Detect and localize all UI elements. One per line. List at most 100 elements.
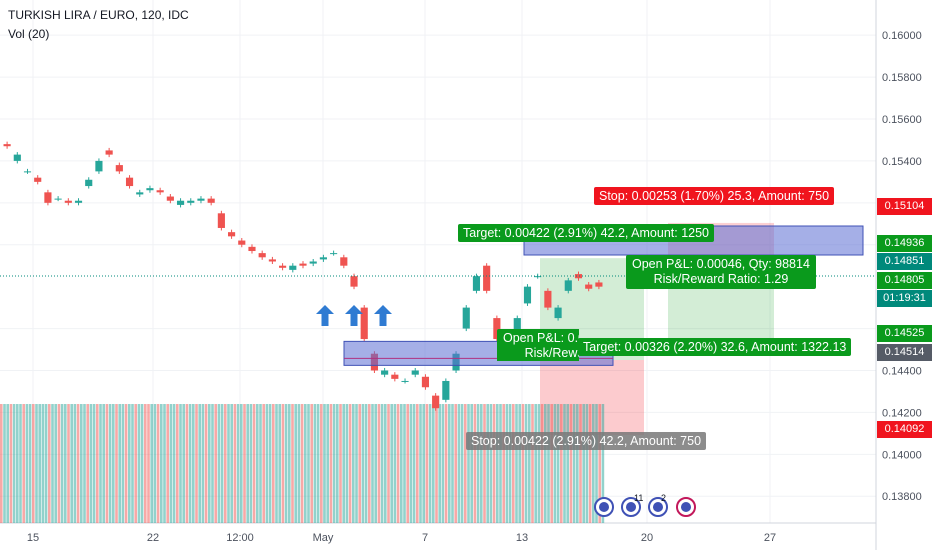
candle-body [13,154,21,161]
x-tick-label: 13 [516,532,528,544]
y-tick-label: 0.15800 [882,72,922,84]
volume-bar [76,404,80,523]
volume-bar [492,404,496,523]
position2-rr-text: Risk/Reward Ratio: 1.29 [653,272,789,286]
volume-bar [28,404,32,523]
volume-bar [537,404,541,523]
position2-target-label[interactable]: Target: 0.00326 (2.20%) 32.6, Amount: 13… [578,338,852,356]
volume-bar [473,404,477,523]
economic-event-flag-icon [653,502,663,512]
volume-bar [361,404,365,523]
volume-bar [25,404,29,523]
candle-body [64,200,72,203]
volume-bar [211,404,214,523]
volume-bar [112,404,115,523]
volume-bar [19,404,22,523]
candle-body [523,286,532,304]
up-arrow-icon [345,305,363,326]
volume-bar [86,404,89,523]
symbol-title[interactable]: TURKISH LIRA / EURO, 120, IDC [8,8,189,22]
volume-bar [140,404,144,523]
volume-bar [102,404,105,523]
volume-bar [505,404,509,523]
volume-bar [476,404,480,523]
price-tag-current: 0.14851 [877,253,932,270]
volume-bar [163,404,166,523]
volume-bar [198,404,201,523]
volume-bar [544,404,547,523]
y-tick-label: 0.14000 [882,449,922,461]
volume-bar [294,404,297,523]
volume-bar [134,404,137,523]
candle-body [411,370,419,375]
candle-body [483,265,491,291]
volume-bar [377,404,381,523]
volume-bar [89,404,93,523]
volume-bar [598,404,601,523]
volume-bar [281,404,285,523]
volume-bar [124,404,128,523]
position2-stop-label[interactable]: Stop: 0.00253 (1.70%) 25.3, Amount: 750 [594,187,835,205]
event-count-label: 11 [634,493,643,503]
volume-bar [217,404,221,523]
volume-bar [220,404,224,523]
volume-bar [368,404,371,523]
candle-body [391,374,399,379]
candle-body [595,282,603,287]
volume-bar [464,404,467,523]
volume-bar [144,404,147,523]
volume-bar [236,404,240,523]
volume-bar [156,404,160,523]
volume-bar [182,404,185,523]
volume-bar [166,404,169,523]
chart-legend: TURKISH LIRA / EURO, 120, IDC Vol (20) [8,6,189,44]
y-tick-label: 0.16000 [882,30,922,42]
position1-target-label[interactable]: Target: 0.00422 (2.91%) 42.2, Amount: 12… [458,224,715,242]
y-tick-label: 0.14200 [882,407,922,419]
volume-bar [60,404,64,523]
candle-body [238,240,246,245]
volume-bar [518,404,521,523]
volume-bar [585,404,589,523]
volume-bar [201,404,205,523]
volume-bar [550,404,553,523]
volume-bar [486,404,489,523]
volume-bar [22,404,25,523]
volume-bar [553,404,557,523]
candle-body [319,257,327,260]
candle-body [207,198,215,203]
candle-body [309,261,317,264]
volume-bar [531,404,534,523]
volume-bar [547,404,550,523]
event-count-label: 2 [661,493,666,503]
volume-bar [304,404,307,523]
volume-bar [508,404,512,523]
candle-body [268,259,276,262]
candle-body [95,160,103,172]
price-tag-stop1: 0.14092 [877,421,932,438]
volume-indicator-label[interactable]: Vol (20) [8,27,50,41]
volume-bar [70,404,73,523]
candle-body [105,150,113,155]
volume-bar [105,404,109,523]
volume-bar [275,404,278,523]
y-tick-label: 0.15600 [882,114,922,126]
volume-bar [121,404,125,523]
volume-bar [576,404,579,523]
volume-bar [345,404,349,523]
volume-bar [496,404,499,523]
volume-bar [32,404,35,523]
x-tick-label: 15 [27,532,39,544]
volume-bar [470,404,473,523]
candle-body [340,257,348,266]
volume-bar [240,404,243,523]
volume-bar [569,404,573,523]
candle-body [85,179,93,187]
x-tick-label: 12:00 [226,532,254,544]
position1-stop-label[interactable]: Stop: 0.00422 (2.91%) 42.2, Amount: 750 [466,432,707,450]
volume-bar [208,404,211,523]
x-tick-label: 20 [641,532,653,544]
candle-body [381,370,389,375]
volume-bar [172,404,176,523]
